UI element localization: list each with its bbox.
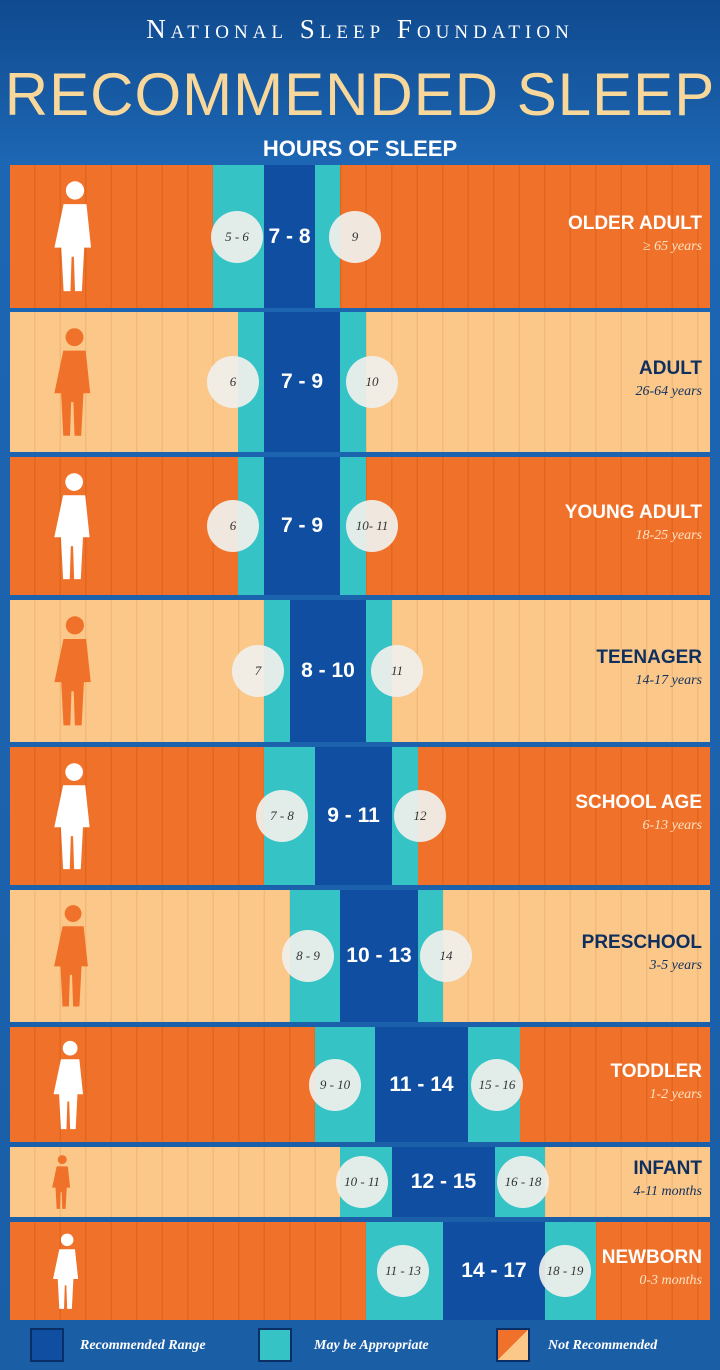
age-group-name: PRESCHOOL: [581, 932, 702, 953]
person-silhouette: [50, 326, 99, 438]
legend-swatch: [30, 1328, 64, 1362]
low-hours: 9 - 10: [309, 1058, 361, 1111]
legend-label: Recommended Range: [80, 1338, 206, 1353]
legend-label: Not Recommended: [548, 1338, 658, 1353]
recommended-band: [290, 600, 366, 742]
age-group-name: YOUNG ADULT: [564, 502, 702, 523]
age-row: 10 - 13 8 - 9 14 PRESCHOOL 3-5 years: [10, 890, 710, 1022]
person-silhouette: [50, 1154, 75, 1210]
age-range: 14-17 years: [635, 673, 703, 688]
recommended-hours: 7 - 8: [268, 224, 311, 248]
person-silhouette: [50, 471, 98, 581]
person-silhouette: [50, 1039, 90, 1131]
high-hours: 11: [371, 645, 423, 697]
high-hours: 14: [420, 930, 472, 982]
age-row: 7 - 9 6 10- 11 YOUNG ADULT 18-25 years: [10, 457, 710, 595]
person-silhouette: [50, 903, 96, 1009]
age-row: 8 - 10 7 11 TEENAGER 14-17 years: [10, 600, 710, 742]
recommended-hours: 7 - 9: [280, 514, 324, 537]
recommended-hours: 12 - 15: [410, 1170, 477, 1193]
high-hours: 10- 11: [346, 500, 398, 552]
age-group-name: NEWBORN: [601, 1247, 702, 1268]
age-row: 11 - 14 9 - 10 15 - 16 TODDLER 1-2 years: [10, 1027, 710, 1142]
recommended-hours: 11 - 14: [389, 1072, 454, 1096]
recommended-hours: 14 - 17: [461, 1259, 527, 1282]
age-row: 9 - 11 7 - 8 12 SCHOOL AGE 6-13 years: [10, 747, 710, 885]
low-hours: 8 - 9: [282, 930, 334, 982]
age-row: 12 - 15 10 - 11 16 - 18 INFANT 4-11 months: [10, 1147, 710, 1217]
person-silhouette: [50, 614, 100, 728]
age-group-name: SCHOOL AGE: [575, 792, 702, 813]
age-range: 26-64 years: [635, 384, 703, 399]
recommended-band: [315, 747, 392, 885]
low-hours: 7 - 8: [256, 790, 308, 842]
recommended-band: [375, 1027, 468, 1142]
high-hours: 10: [346, 356, 398, 408]
subtitle: HOURS OF SLEEP: [262, 136, 458, 161]
age-row: 14 - 17 11 - 13 18 - 19 NEWBORN 0-3 months: [10, 1222, 710, 1320]
age-range: ≥ 65 years: [642, 238, 702, 254]
recommended-band: [264, 165, 315, 308]
high-hours: 15 - 16: [471, 1058, 523, 1111]
person-silhouette: [50, 179, 100, 293]
recommended-band: [443, 1222, 545, 1320]
age-group-name: OLDER ADULT: [567, 212, 702, 234]
recommended-band: [340, 890, 418, 1022]
low-hours: 6: [207, 500, 259, 552]
recommended-hours: 10 - 13: [346, 944, 412, 967]
high-hours: 18 - 19: [539, 1245, 591, 1297]
title: RECOMMENDED SLEEP: [4, 61, 716, 128]
recommended-hours: 9 - 11: [327, 804, 380, 827]
age-range: 4-11 months: [633, 1184, 702, 1199]
high-hours: 9: [329, 210, 381, 263]
recommended-band: [392, 1147, 495, 1217]
legend: Recommended Range May be Appropriate Not…: [0, 1322, 720, 1370]
high-hours: 16 - 18: [497, 1156, 549, 1208]
low-hours: 7: [232, 645, 284, 697]
brand: National Sleep Foundation: [146, 14, 574, 44]
age-row: 7 - 9 6 10 ADULT 26-64 years: [10, 312, 710, 452]
recommended-band: [264, 312, 340, 452]
legend-swatch: [258, 1328, 292, 1362]
low-hours: 6: [207, 356, 259, 408]
age-group-name: INFANT: [633, 1158, 702, 1179]
age-range: 1-2 years: [649, 1086, 703, 1102]
age-group-name: TEENAGER: [596, 647, 702, 668]
age-range: 18-25 years: [635, 528, 703, 543]
age-range: 0-3 months: [639, 1273, 702, 1288]
high-hours: 12: [394, 790, 446, 842]
low-hours: 5 - 6: [211, 210, 263, 263]
legend-swatch: [496, 1328, 530, 1362]
recommended-hours: 8 - 10: [301, 659, 355, 682]
age-group-name: ADULT: [639, 358, 702, 379]
low-hours: 11 - 13: [377, 1245, 429, 1297]
legend-label: May be Appropriate: [314, 1338, 429, 1353]
age-range: 6-13 years: [642, 818, 703, 833]
age-group-name: TODDLER: [610, 1060, 702, 1082]
person-silhouette: [50, 1232, 84, 1310]
age-range: 3-5 years: [649, 958, 703, 973]
recommended-band: [264, 457, 340, 595]
person-silhouette: [50, 761, 98, 871]
low-hours: 10 - 11: [336, 1156, 388, 1208]
recommended-hours: 7 - 9: [280, 370, 324, 393]
